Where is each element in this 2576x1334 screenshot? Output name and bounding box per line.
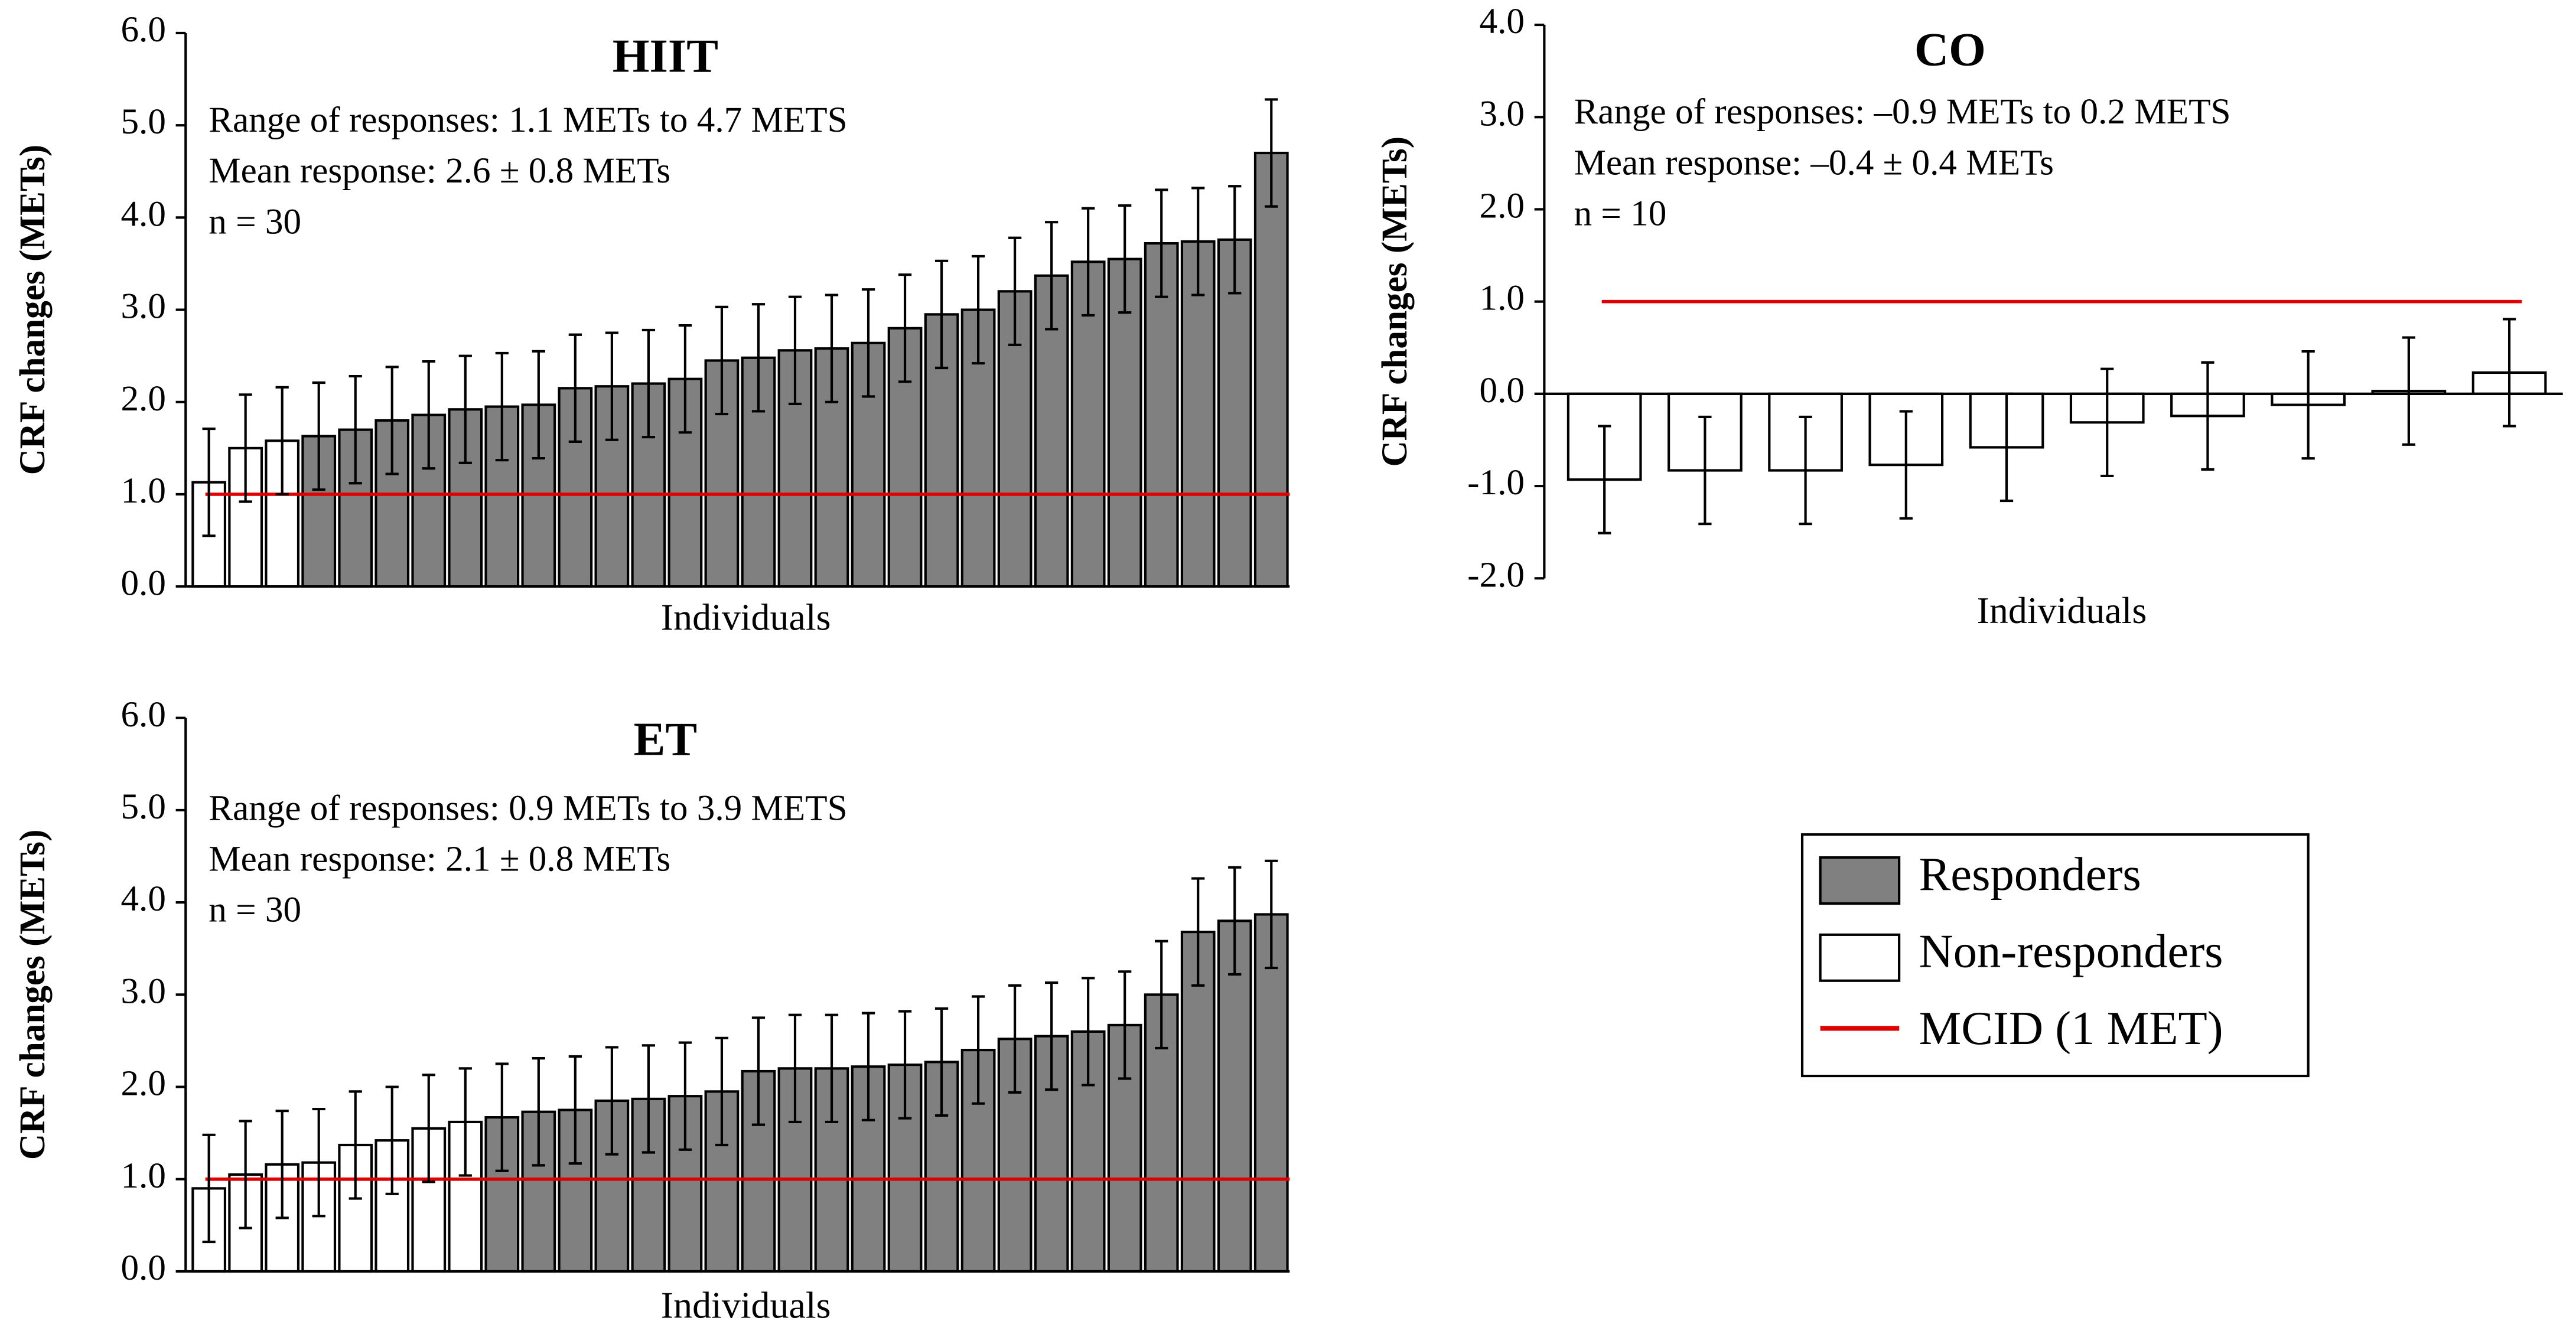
y-tick-label: 3.0 [1480, 93, 1525, 133]
chart-title: ET [634, 713, 698, 766]
x-axis-label: Individuals [661, 596, 831, 638]
y-tick-label: 3.0 [121, 971, 165, 1011]
x-axis-label: Individuals [661, 1284, 831, 1326]
chart-title: CO [1914, 24, 1986, 76]
chart-title: HIIT [613, 30, 718, 83]
bar [1180, 240, 1216, 588]
y-tick-label: -2.0 [1467, 555, 1525, 595]
y-tick-label: 2.0 [121, 379, 165, 419]
y-axis-label: CRF changes (METs) [12, 830, 53, 1160]
annotation: Mean response: 2.6 ± 0.8 METs [209, 151, 670, 191]
y-tick-label: 2.0 [1480, 186, 1525, 226]
y-tick-label: 4.0 [1480, 1, 1525, 41]
y-tick-label: 6.0 [121, 694, 165, 735]
y-tick-label: 3.0 [121, 286, 165, 327]
y-tick-label: 0.0 [121, 563, 165, 603]
annotation: n = 10 [1574, 193, 1666, 233]
y-axis-label: CRF changes (METs) [12, 145, 53, 475]
annotation: Range of responses: 1.1 METs to 4.7 METS [209, 100, 847, 140]
y-tick-label: 2.0 [121, 1064, 165, 1104]
annotation: n = 30 [209, 890, 301, 930]
bar [1253, 913, 1289, 1273]
y-tick-label: 1.0 [1480, 278, 1525, 318]
annotation: Mean response: –0.4 ± 0.4 METs [1574, 142, 2054, 182]
annotation: n = 30 [209, 201, 301, 242]
legend-label: Responders [1919, 848, 2141, 901]
y-tick-label: 4.0 [121, 194, 165, 234]
y-tick-label: 1.0 [121, 1156, 165, 1196]
y-axis-label: CRF changes (METs) [1375, 136, 1415, 467]
y-tick-label: 5.0 [121, 102, 165, 142]
annotation: Range of responses: 0.9 METs to 3.9 METS [209, 788, 847, 828]
legend-label: MCID (1 MET) [1919, 1002, 2223, 1055]
y-tick-label: 5.0 [121, 787, 165, 827]
y-tick-label: -1.0 [1467, 462, 1525, 503]
annotation: Mean response: 2.1 ± 0.8 METs [209, 839, 670, 879]
x-axis-label: Individuals [1977, 589, 2147, 631]
y-tick-label: 0.0 [1480, 370, 1525, 410]
y-tick-label: 6.0 [121, 9, 165, 50]
y-tick-label: 1.0 [121, 471, 165, 511]
legend-swatch [1819, 856, 1901, 905]
y-tick-label: 0.0 [121, 1248, 165, 1288]
legend-swatch [1819, 933, 1901, 982]
bar [1253, 151, 1289, 588]
annotation: Range of responses: –0.9 METs to 0.2 MET… [1574, 92, 2230, 132]
y-tick-label: 4.0 [121, 879, 165, 919]
legend-label: Non-responders [1919, 925, 2223, 978]
